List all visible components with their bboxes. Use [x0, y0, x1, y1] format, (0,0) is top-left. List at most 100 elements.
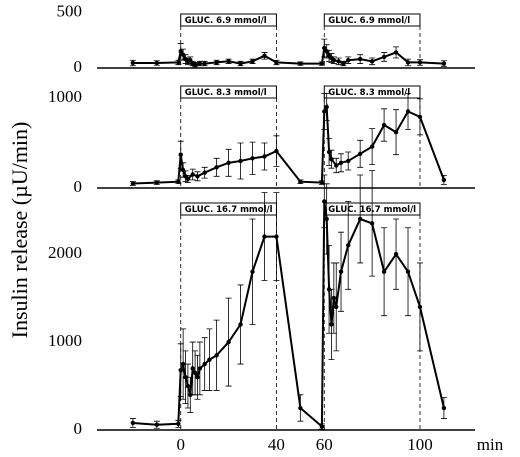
- y-tick-label: 0: [74, 57, 83, 76]
- data-point: [441, 61, 447, 66]
- data-point: [381, 122, 387, 128]
- stimulus-box: [323, 13, 421, 27]
- data-point: [180, 361, 186, 367]
- data-point: [357, 56, 363, 62]
- data-point: [192, 62, 198, 67]
- data-point: [298, 405, 303, 411]
- data-point: [298, 179, 303, 184]
- stimulus-box: [323, 85, 421, 99]
- data-point: [214, 60, 219, 65]
- data-point: [324, 49, 329, 54]
- data-point: [346, 158, 351, 164]
- y-tick-label: 500: [57, 1, 83, 20]
- data-point: [324, 216, 329, 222]
- data-point: [274, 148, 279, 154]
- stimulus-label: GLUC. 8.3 mmol/l: [185, 88, 267, 98]
- data-point: [226, 160, 231, 165]
- data-point: [183, 375, 188, 380]
- data-point: [154, 422, 160, 427]
- y-tick-label: 0: [74, 177, 83, 196]
- data-point: [195, 174, 200, 179]
- data-point: [226, 59, 231, 64]
- data-point: [130, 181, 136, 186]
- data-point: [381, 269, 387, 274]
- data-point: [322, 109, 327, 114]
- data-point: [185, 176, 191, 182]
- data-point: [176, 179, 181, 184]
- data-point: [331, 58, 337, 63]
- y-tick-label: 2000: [48, 243, 82, 262]
- data-point: [319, 424, 325, 429]
- data-point: [192, 370, 198, 376]
- y-tick-label: 1000: [48, 87, 82, 106]
- data-point: [214, 165, 219, 170]
- data-point: [178, 152, 183, 157]
- data-point: [329, 157, 334, 162]
- data-point: [417, 114, 423, 120]
- data-point: [180, 167, 186, 173]
- data-point: [214, 353, 219, 358]
- data-point: [130, 60, 136, 66]
- data-point: [381, 54, 387, 60]
- x-tick-label: 40: [268, 435, 285, 454]
- data-point: [274, 234, 279, 239]
- data-point: [341, 61, 346, 66]
- data-point: [417, 60, 423, 65]
- data-point: [226, 339, 231, 345]
- data-point: [197, 61, 203, 66]
- data-point: [178, 368, 183, 373]
- stimulus-box: [180, 13, 277, 27]
- x-tick-label: 60: [316, 435, 333, 454]
- data-point: [441, 177, 447, 183]
- data-point: [190, 172, 195, 177]
- stimulus-label: GLUC. 16.7 mmol/l: [185, 205, 273, 215]
- data-point: [393, 251, 399, 257]
- data-point: [250, 156, 255, 161]
- data-point: [207, 357, 212, 362]
- data-point: [202, 170, 207, 175]
- data-line: [132, 201, 445, 429]
- data-point: [262, 234, 267, 239]
- stimulus-label: GLUC. 6.9 mmol/l: [328, 16, 410, 26]
- data-point: [185, 383, 191, 389]
- data-point: [262, 53, 267, 58]
- data-point: [338, 160, 344, 165]
- data-point: [319, 180, 325, 185]
- data-point: [190, 366, 195, 371]
- data-point: [334, 163, 339, 168]
- stimulus-box: [180, 85, 277, 99]
- data-point: [393, 130, 399, 135]
- data-point: [154, 60, 160, 66]
- data-point: [176, 421, 181, 427]
- data-point: [405, 60, 411, 65]
- data-point: [369, 221, 375, 226]
- x-tick-label: 0: [176, 435, 185, 454]
- data-point: [238, 322, 243, 327]
- data-point: [369, 144, 375, 149]
- data-point: [202, 361, 207, 367]
- y-axis-label: Insulin release (µU/min): [7, 122, 32, 339]
- data-point: [329, 322, 334, 327]
- data-point: [322, 45, 327, 51]
- data-point: [338, 269, 344, 274]
- data-point: [324, 104, 329, 110]
- data-point: [346, 243, 351, 248]
- data-point: [202, 61, 207, 66]
- stimulus-label: GLUC. 8.3 mmol/l: [328, 88, 410, 98]
- data-point: [357, 151, 363, 156]
- data-point: [322, 199, 327, 204]
- data-point: [393, 50, 399, 55]
- data-point: [197, 366, 203, 371]
- data-point: [326, 149, 332, 155]
- data-point: [319, 61, 325, 66]
- data-point: [238, 61, 243, 66]
- data-point: [405, 109, 411, 114]
- data-point: [274, 60, 279, 65]
- data-point: [441, 405, 447, 411]
- data-point: [405, 269, 411, 274]
- data-point: [238, 158, 243, 164]
- data-point: [250, 59, 255, 64]
- data-point: [130, 420, 136, 426]
- data-point: [262, 154, 267, 159]
